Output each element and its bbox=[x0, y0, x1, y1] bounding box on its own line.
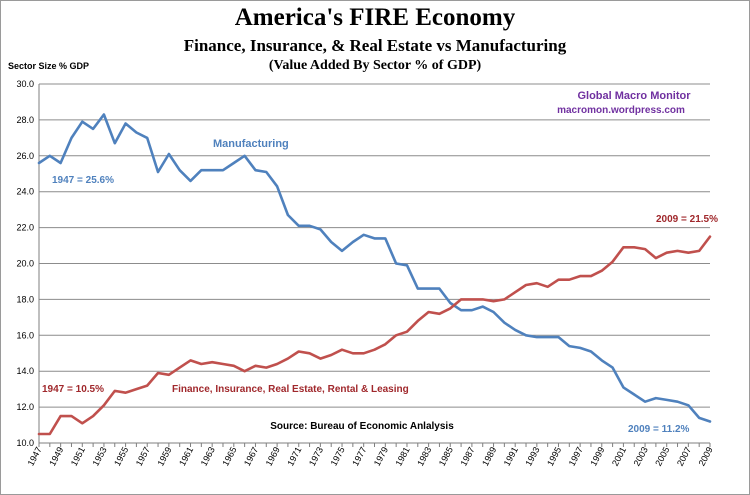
y-tick-label: 22.0 bbox=[16, 223, 34, 233]
y-tick-label: 18.0 bbox=[16, 294, 34, 304]
x-tick-label: 1989 bbox=[480, 445, 498, 467]
y-tick-label: 26.0 bbox=[16, 151, 34, 161]
x-tick-label: 1999 bbox=[588, 445, 606, 467]
y-axis-label: Sector Size % GDP bbox=[8, 61, 90, 71]
x-tick-label: 1961 bbox=[177, 445, 195, 467]
x-tick-labels: 1947 1949 1951 1953 1955 1957 1959 1961 1963 1965… bbox=[26, 445, 715, 467]
watermark-url: macromon.wordpress.com bbox=[557, 105, 685, 116]
x-tick-label: 1987 bbox=[458, 445, 476, 467]
y-tick-label: 30.0 bbox=[16, 79, 34, 89]
x-tick-label: 2007 bbox=[675, 445, 693, 467]
source-note: Source: Bureau of Economic Anlalysis bbox=[270, 421, 454, 432]
y-tick-label: 28.0 bbox=[16, 115, 34, 125]
y-tick-labels: 10.0 12.0 14.0 16.0 18.0 20.0 22.0 24.0 26.0 28.0… bbox=[16, 79, 34, 448]
chart-subtitle: Finance, Insurance, & Real Estate vs Man… bbox=[183, 36, 567, 55]
manufacturing-end-annotation: 2009 = 11.2% bbox=[628, 424, 690, 435]
chart-note: (Value Added By Sector % of GDP) bbox=[268, 58, 482, 73]
manufacturing-start-annotation: 1947 = 25.6% bbox=[52, 175, 114, 186]
y-tick-label: 12.0 bbox=[16, 402, 34, 412]
x-tick-label: 1957 bbox=[134, 445, 152, 467]
x-tick-label: 1995 bbox=[545, 445, 563, 467]
x-tick-label: 1965 bbox=[220, 445, 238, 467]
manufacturing-series-label: Manufacturing bbox=[213, 138, 289, 150]
x-tick-label: 1967 bbox=[242, 445, 260, 467]
x-tick-label: 1969 bbox=[264, 445, 282, 467]
x-tick-label: 1953 bbox=[90, 445, 108, 467]
fire-start-annotation: 1947 = 10.5% bbox=[42, 384, 104, 395]
gridlines bbox=[39, 83, 710, 408]
x-tick-label: 1997 bbox=[567, 445, 585, 467]
x-tick-label: 1947 bbox=[26, 445, 44, 467]
x-tick-label: 2003 bbox=[632, 445, 650, 467]
x-tick-label: 1973 bbox=[307, 445, 325, 467]
x-tick-label: 1991 bbox=[502, 445, 520, 467]
x-tick-label: 1979 bbox=[372, 445, 390, 467]
x-tick-label: 1975 bbox=[329, 445, 347, 467]
x-tick-label: 2005 bbox=[653, 445, 671, 467]
y-tick-label: 20.0 bbox=[16, 259, 34, 269]
manufacturing-line bbox=[37, 113, 712, 423]
y-tick-label: 24.0 bbox=[16, 187, 34, 197]
y-tick-label: 14.0 bbox=[16, 366, 34, 376]
x-tick-label: 2009 bbox=[697, 445, 715, 467]
axes bbox=[38, 84, 711, 447]
x-tick-label: 1993 bbox=[523, 445, 541, 467]
series-lines bbox=[37, 113, 712, 436]
x-tick-label: 1951 bbox=[69, 445, 87, 467]
x-tick-label: 1977 bbox=[350, 445, 368, 467]
y-tick-label: 10.0 bbox=[16, 438, 34, 448]
x-tick-label: 1971 bbox=[285, 445, 303, 467]
fire-line bbox=[37, 235, 712, 436]
fire-series-label: Finance, Insurance, Real Estate, Rental … bbox=[172, 384, 409, 395]
x-tick-label: 1983 bbox=[415, 445, 433, 467]
x-tick-label: 1955 bbox=[112, 445, 130, 467]
x-tick-label: 1963 bbox=[199, 445, 217, 467]
x-tick-label: 1981 bbox=[394, 445, 412, 467]
x-tick-label: 1985 bbox=[437, 445, 455, 467]
y-tick-label: 16.0 bbox=[16, 330, 34, 340]
x-tick-label: 2001 bbox=[610, 445, 628, 467]
watermark-title: Global Macro Monitor bbox=[577, 90, 691, 102]
x-tick-label: 1949 bbox=[47, 445, 65, 467]
chart-title: America's FIRE Economy bbox=[234, 4, 516, 31]
fire-end-annotation: 2009 = 21.5% bbox=[656, 214, 718, 225]
x-tick-label: 1959 bbox=[155, 445, 173, 467]
